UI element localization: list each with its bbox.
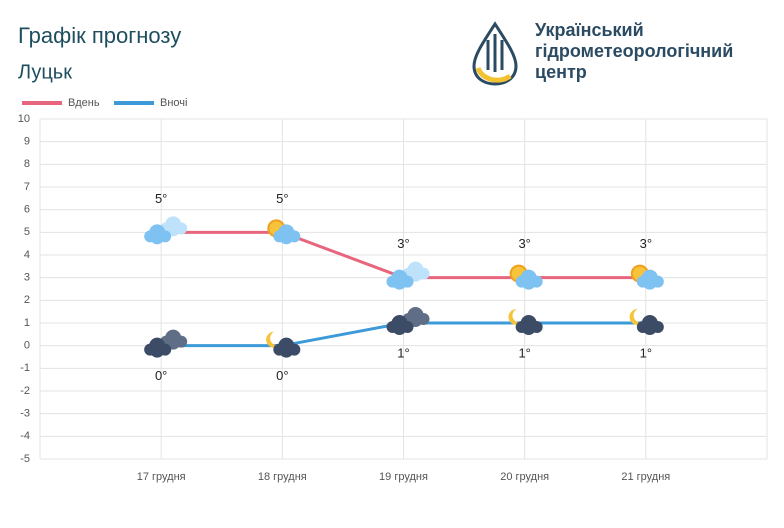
- y-tick-label: 5: [24, 226, 30, 238]
- y-tick-label: 1: [24, 317, 30, 329]
- cloud-part: [392, 321, 407, 335]
- data-label: 0°: [155, 368, 167, 383]
- y-tick-label: -1: [20, 362, 30, 374]
- cloud-part: [521, 321, 536, 335]
- moon: [266, 331, 281, 348]
- weather-icon: [386, 261, 430, 290]
- logo-text: гідрометеорологічний: [535, 41, 733, 61]
- y-tick-label: -4: [20, 430, 30, 442]
- data-label: 3°: [640, 236, 652, 251]
- data-label: 5°: [276, 191, 288, 206]
- logo-text: Український: [535, 20, 644, 40]
- moon: [629, 308, 644, 325]
- weather-icon: [267, 219, 301, 245]
- data-label: 0°: [276, 368, 288, 383]
- weather-icon: [144, 216, 188, 245]
- data-label: 1°: [397, 345, 409, 360]
- city-name: Луцьк: [18, 61, 72, 83]
- y-tick-label: -3: [20, 408, 30, 420]
- cloud-part: [642, 275, 657, 290]
- cloud-part: [642, 321, 657, 335]
- x-tick-label: 18 грудня: [258, 471, 307, 483]
- cloud-part: [150, 343, 165, 358]
- weather-icon: [509, 264, 543, 290]
- legend-label: Вдень: [68, 97, 100, 109]
- moon: [508, 308, 523, 325]
- x-tick-label: 21 грудня: [621, 471, 670, 483]
- legend-label: Вночі: [160, 97, 187, 109]
- y-tick-label: 3: [24, 272, 30, 284]
- weather-icon: [508, 308, 543, 335]
- y-tick-label: 10: [18, 113, 30, 125]
- cloud-part: [279, 230, 294, 245]
- logo-icon: [472, 21, 518, 86]
- y-tick-label: 4: [24, 249, 30, 261]
- data-label: 3°: [518, 236, 530, 251]
- cloud-part: [279, 343, 294, 358]
- data-label: 1°: [640, 345, 652, 360]
- weather-icon: [386, 307, 430, 335]
- data-label: 3°: [397, 236, 409, 251]
- cloud-part: [150, 230, 165, 245]
- x-tick-label: 19 грудня: [379, 471, 428, 483]
- cloud-part: [521, 275, 536, 290]
- logo-text: центр: [535, 62, 587, 82]
- page-title: Графік прогнозу: [18, 23, 181, 48]
- y-tick-label: 7: [24, 181, 30, 193]
- data-label: 1°: [518, 345, 530, 360]
- x-tick-label: 17 грудня: [137, 471, 186, 483]
- y-tick-label: -5: [20, 453, 30, 465]
- y-tick-label: 6: [24, 204, 30, 216]
- x-tick-label: 20 грудня: [500, 471, 549, 483]
- data-label: 5°: [155, 191, 167, 206]
- cloud-part: [392, 275, 407, 290]
- y-tick-label: 8: [24, 158, 30, 170]
- y-tick-label: 0: [24, 340, 30, 352]
- y-tick-label: 9: [24, 136, 30, 148]
- y-tick-label: 2: [24, 294, 30, 306]
- y-tick-label: -2: [20, 385, 30, 397]
- weather-icon: [629, 308, 664, 335]
- weather-icon: [266, 331, 301, 358]
- weather-icon: [630, 264, 664, 290]
- weather-icon: [144, 329, 188, 358]
